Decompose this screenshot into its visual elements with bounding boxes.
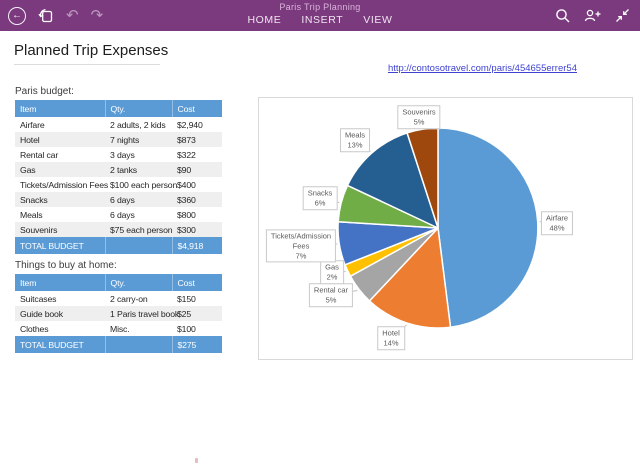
menu-view[interactable]: VIEW <box>363 14 393 26</box>
cell-item[interactable]: Rental car <box>20 149 59 160</box>
cell-cost[interactable]: $300 <box>177 224 196 235</box>
cell-item[interactable]: Guide book <box>20 308 63 319</box>
cell-cost[interactable]: $322 <box>177 149 196 160</box>
cell-cost[interactable]: $800 <box>177 209 196 220</box>
pie-slice-airfare <box>437 127 539 328</box>
pie-slice-hotel <box>368 227 452 329</box>
menu-insert[interactable]: INSERT <box>301 14 344 26</box>
pie-label-gas: Gas 2% <box>320 260 344 284</box>
cell-cost[interactable]: $90 <box>177 164 192 175</box>
appbar-left-icons: ← ↶ ↷ <box>8 0 103 31</box>
paris-budget-block: Paris budget: Item Qty. Cost Airfare 2 adult… <box>15 86 222 254</box>
menu-home[interactable]: HOME <box>247 14 282 26</box>
column-header[interactable]: Item <box>15 274 105 291</box>
cell-cost[interactable]: $873 <box>177 134 196 145</box>
stray-ink-mark <box>195 458 198 463</box>
column-header[interactable]: Cost <box>171 100 222 117</box>
table-row: Gas 2 tanks $90 <box>15 162 222 177</box>
cell-item[interactable]: Souvenirs <box>20 224 58 235</box>
cell-qty[interactable]: 3 days <box>110 149 135 160</box>
cell-cost[interactable]: $400 <box>177 179 196 190</box>
pie-slice-meals <box>346 132 439 229</box>
pie-label-rental-car: Rental car 5% <box>308 283 354 307</box>
cell-item[interactable]: Airfare <box>20 119 45 130</box>
cell-qty[interactable]: 2 tanks <box>110 164 137 175</box>
exit-fullscreen-icon[interactable] <box>615 8 630 23</box>
pie-label-snacks: Snacks 6% <box>302 186 338 210</box>
table-row: Airfare 2 adults, 2 kids $2,940 <box>15 117 222 132</box>
cell-qty[interactable]: 2 carry-on <box>110 293 148 304</box>
redo-icon[interactable]: ↷ <box>90 6 104 24</box>
travel-link[interactable]: http://contosotravel.com/paris/454655err… <box>387 63 577 74</box>
cell-qty[interactable]: $75 each person <box>110 224 173 235</box>
cell-qty[interactable]: $100 each person <box>110 179 178 190</box>
pie-label-meals: Meals 13% <box>339 128 371 152</box>
things-to-buy-block: Things to buy at home: Item Qty. Cost Suitc… <box>15 260 222 353</box>
add-people-icon[interactable] <box>584 8 602 24</box>
cell-cost[interactable]: $100 <box>177 323 196 334</box>
total-value[interactable]: $4,918 <box>171 237 222 254</box>
table-row: Snacks 6 days $360 <box>15 192 222 207</box>
things-to-buy-caption[interactable]: Things to buy at home: <box>15 260 117 271</box>
ribbon-menu: HOME INSERT VIEW <box>0 14 640 26</box>
paris-budget-caption[interactable]: Paris budget: <box>15 86 74 97</box>
things-to-buy-table[interactable]: Item Qty. Cost Suitcases 2 carry-on $150 Guide… <box>15 274 222 353</box>
table-row: Souvenirs $75 each person $300 <box>15 222 222 237</box>
header-row: Item Qty. Cost <box>15 100 222 117</box>
cell-qty[interactable]: 6 days <box>110 194 135 205</box>
pie-label-souvenirs: Souvenirs 5% <box>397 105 441 129</box>
cell-cost[interactable]: $360 <box>177 194 196 205</box>
cell-qty[interactable]: Misc. <box>110 323 130 334</box>
total-label[interactable]: TOTAL BUDGET <box>15 336 105 353</box>
pie-label-airfare: Airfare 48% <box>540 211 574 235</box>
page-title[interactable]: Planned Trip Expenses <box>14 42 168 65</box>
table-row: Rental car 3 days $322 <box>15 147 222 162</box>
export-page-icon[interactable] <box>38 8 54 24</box>
search-icon[interactable] <box>555 8 571 24</box>
column-header[interactable]: Cost <box>171 274 222 291</box>
back-icon[interactable]: ← <box>8 6 26 25</box>
total-spacer[interactable] <box>104 237 172 254</box>
app-bar: Paris Trip Planning ← ↶ ↷ HOME INSERT VI… <box>0 0 640 31</box>
total-row: TOTAL BUDGET $275 <box>15 336 222 353</box>
undo-icon[interactable]: ↶ <box>66 6 79 24</box>
table-row: Tickets/Admission Fees $100 each person $4… <box>15 177 222 192</box>
total-label[interactable]: TOTAL BUDGET <box>15 237 105 254</box>
cell-qty[interactable]: 2 adults, 2 kids <box>110 119 166 130</box>
table-row: Clothes Misc. $100 <box>15 321 222 336</box>
cell-item[interactable]: Suitcases <box>20 293 57 304</box>
cell-item[interactable]: Tickets/Admission Fees <box>20 179 109 190</box>
column-header[interactable]: Item <box>15 100 105 117</box>
cell-cost[interactable]: $25 <box>177 308 192 319</box>
total-spacer[interactable] <box>104 336 172 353</box>
total-row: TOTAL BUDGET $4,918 <box>15 237 222 254</box>
notebook-page-title: Paris Trip Planning <box>279 2 361 12</box>
cell-item[interactable]: Gas <box>20 164 36 175</box>
cell-cost[interactable]: $150 <box>177 293 196 304</box>
cell-item[interactable]: Clothes <box>20 323 49 334</box>
cell-item[interactable]: Hotel <box>20 134 40 145</box>
pie-label-hotel: Hotel 14% <box>377 326 405 350</box>
cell-item[interactable]: Meals <box>20 209 43 220</box>
appbar-right-icons <box>555 0 630 31</box>
table-row: Hotel 7 nights $873 <box>15 132 222 147</box>
cell-qty[interactable]: 7 nights <box>110 134 140 145</box>
paris-budget-table[interactable]: Item Qty. Cost Airfare 2 adults, 2 kids $2,94… <box>15 100 222 254</box>
table-row: Suitcases 2 carry-on $150 <box>15 291 222 306</box>
table-row: Meals 6 days $800 <box>15 207 222 222</box>
total-value[interactable]: $275 <box>171 336 222 353</box>
cell-item[interactable]: Snacks <box>20 194 48 205</box>
column-header[interactable]: Qty. <box>104 100 172 117</box>
expenses-pie-chart[interactable]: Airfare 48% Hotel 14% Rental car 5% Gas 2% Ticke… <box>258 97 633 360</box>
pie-label-tickets-admission-fees: Tickets/Admission Fees 7% <box>265 229 337 263</box>
cell-cost[interactable]: $2,940 <box>177 119 203 130</box>
column-header[interactable]: Qty. <box>104 274 172 291</box>
cell-qty[interactable]: 6 days <box>110 209 135 220</box>
cell-qty[interactable]: 1 Paris travel book <box>110 308 180 319</box>
header-row: Item Qty. Cost <box>15 274 222 291</box>
table-row: Guide book 1 Paris travel book $25 <box>15 306 222 321</box>
